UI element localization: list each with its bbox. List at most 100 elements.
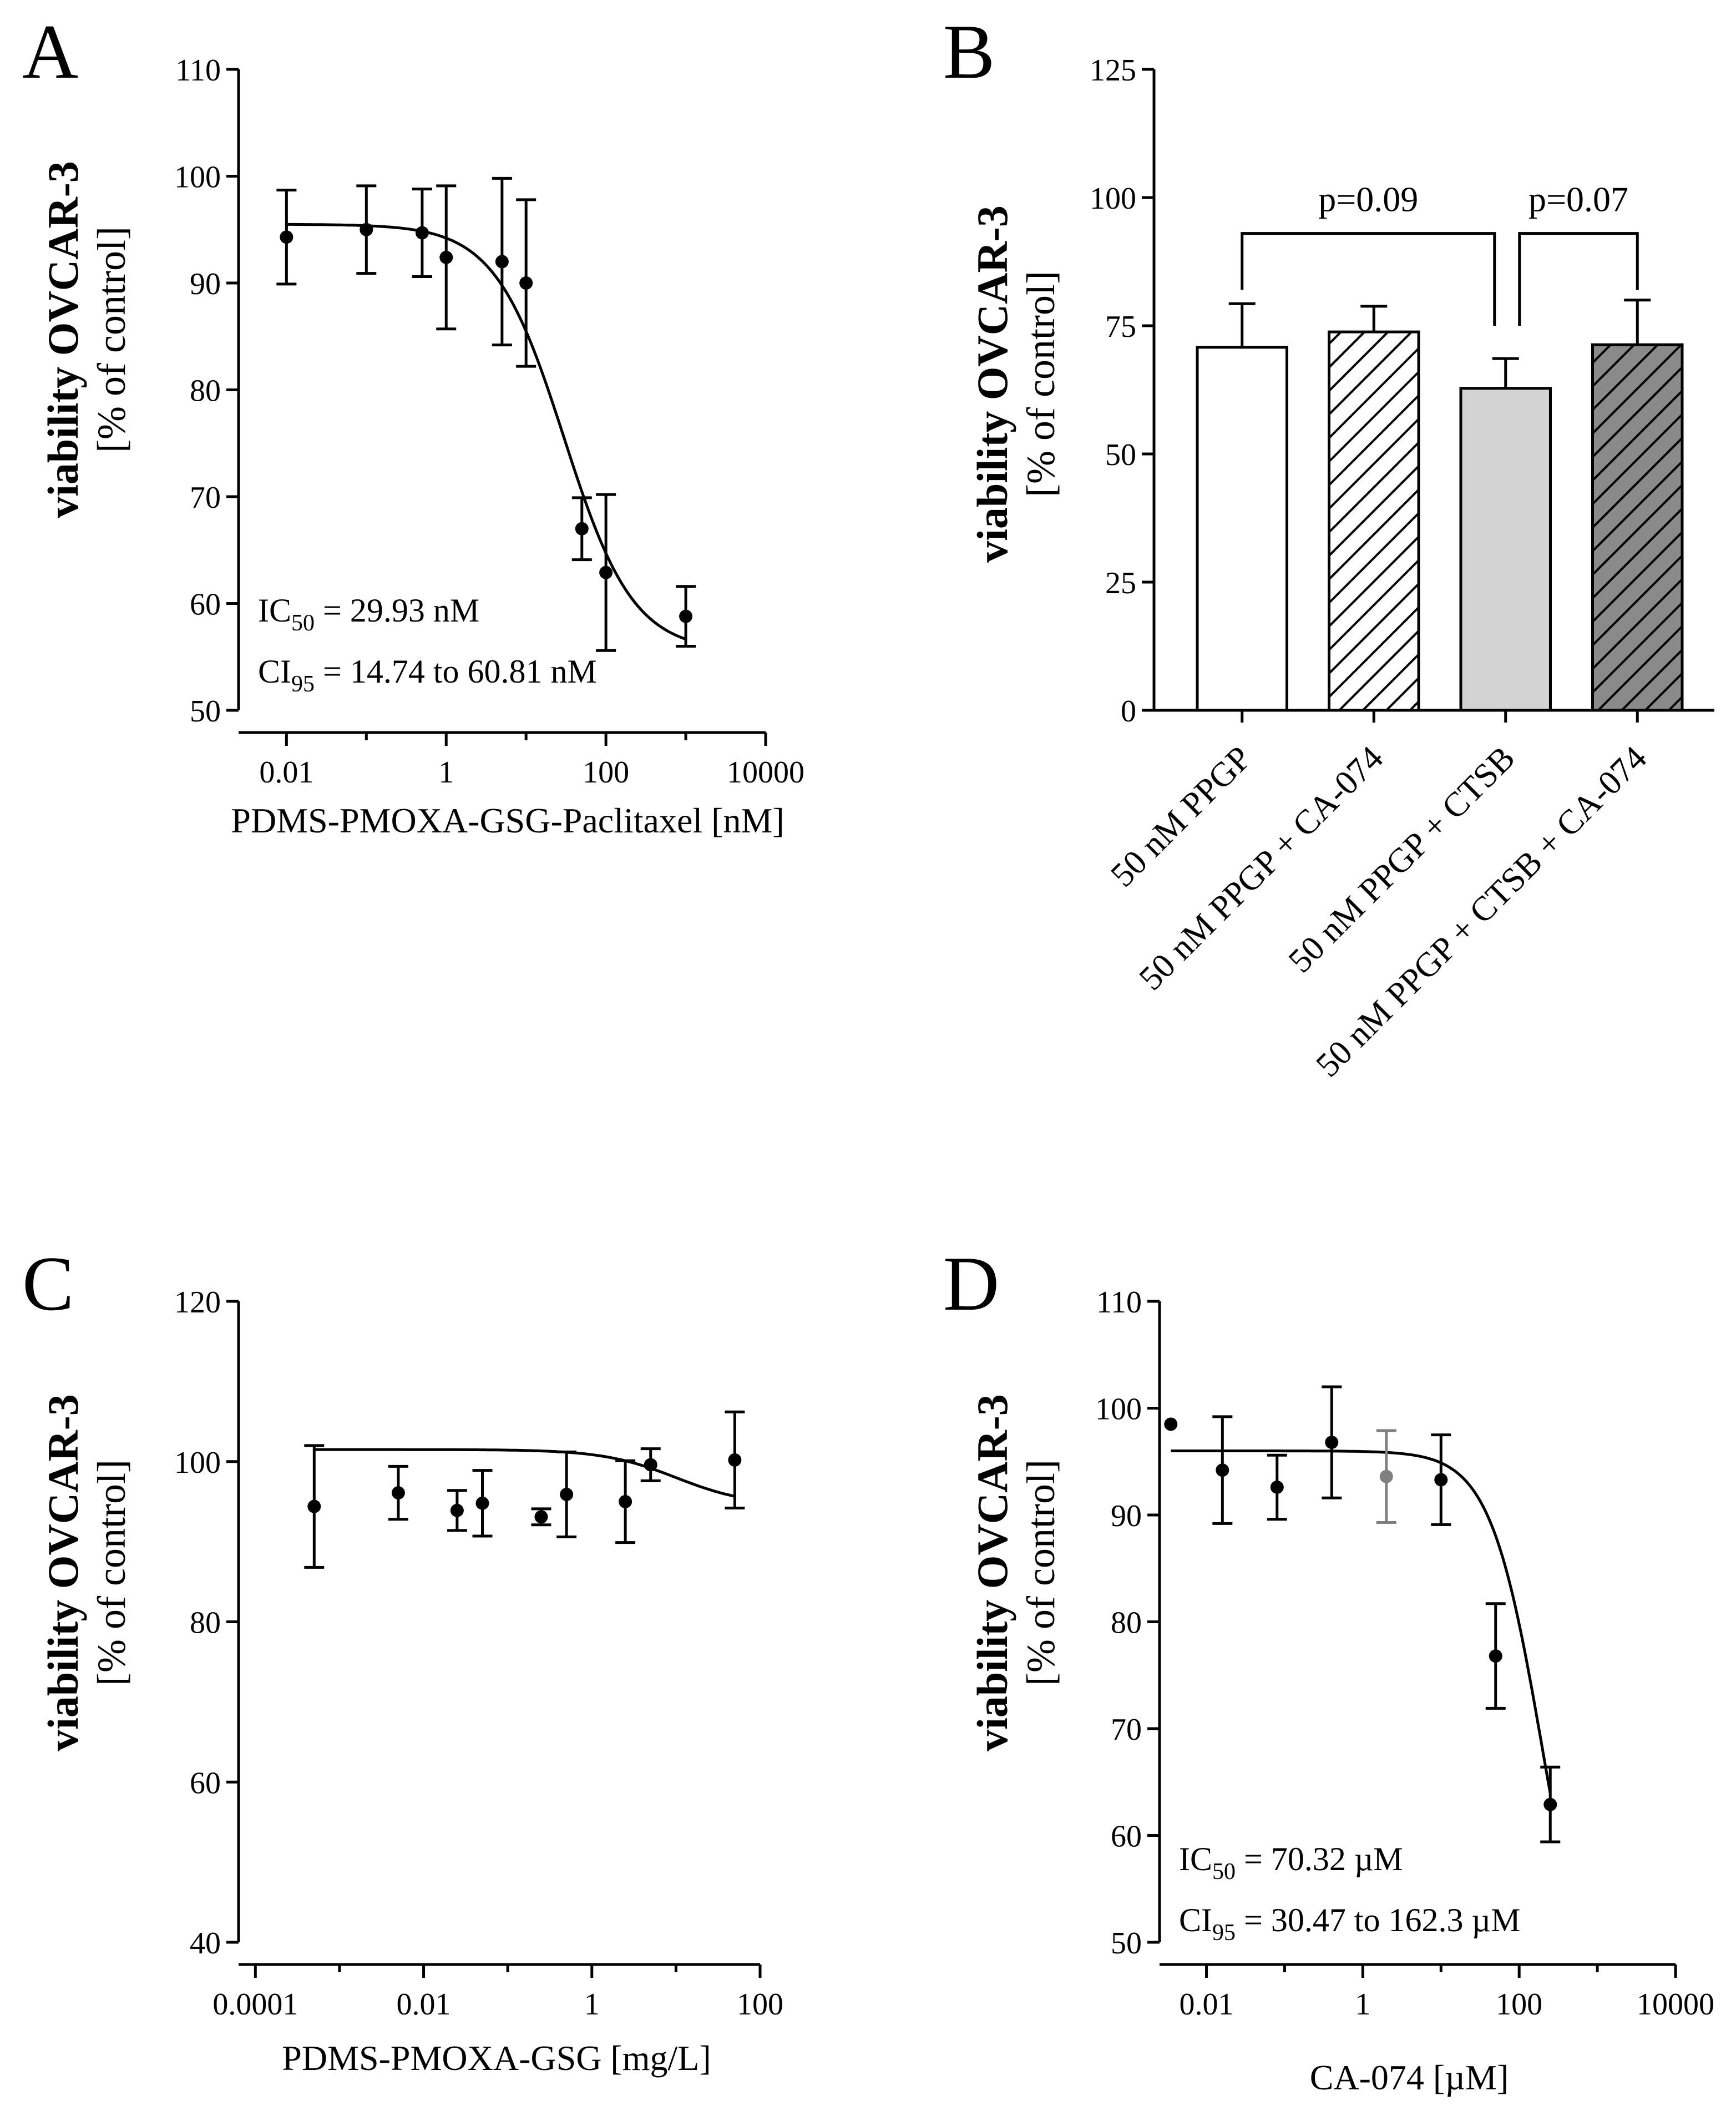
panel-b-y-tick-label: 125 [1090,53,1136,88]
panel-b-p-value: p=0.09 [1318,180,1418,219]
panel-a-y-tick-label: 90 [190,267,221,301]
panel-d-data-point [1270,1480,1284,1494]
panel-a-annotation-value: = 14.74 to 60.81 nM [315,653,597,690]
panel-b-bar [1328,330,1420,712]
panel-a-annotation-value: = 29.93 nM [315,592,479,629]
panel-c: C viability OVCAR-3 [% of control] 40 60 8… [22,1241,783,2078]
panel-a-y-tick-label: 70 [190,481,221,515]
panel-a-data-point [415,226,429,240]
panel-a-annotation-subscript: 50 [291,610,315,636]
panel-d-y-label-group: viability OVCAR-3 [968,1394,1016,1751]
panel-c-data-point [450,1503,464,1517]
panel-a-data-point [495,255,509,269]
panel-d-x-tick-label: 100 [1496,1987,1542,2022]
panel-a-annotation-subscript: 95 [291,671,315,697]
panel-b: B viability OVCAR-3 [% of control] 0 25 50… [943,9,1714,1084]
panel-c-data-point [560,1487,574,1501]
panel-d-fit-curve [1171,1450,1552,1794]
panel-d-data-point [1325,1436,1339,1450]
panel-d-annotation: IC50 = 70.32 µM [1179,1841,1403,1885]
panel-a-data-point [519,276,533,290]
panel-b-y-tick-label: 25 [1105,566,1136,600]
panel-c-data-point [307,1499,321,1513]
panel-d-annotation-value: = 70.32 µM [1236,1841,1403,1877]
panel-a-data-point [679,609,693,623]
panel-b-y-tick-label: 75 [1105,310,1136,344]
panel-d-y-tick-label: 80 [1111,1606,1142,1640]
panel-c-x-tick-label: 100 [737,1987,783,2022]
panel-d-y-label-bold: viability OVCAR-3 [968,1394,1016,1751]
panel-a-annotation: CI95 = 14.74 to 60.81 nM [258,653,597,697]
panel-d-y-tick-label: 50 [1111,1926,1142,1961]
panel-c-y-label-bold: viability OVCAR-3 [39,1394,87,1751]
panel-d-data-point [1379,1469,1393,1483]
panel-a-y-tick-label: 80 [190,374,221,408]
panel-a-data-point [439,250,453,264]
panel-a-data-point [599,565,613,579]
panel-d-y-tick-label: 110 [1096,1285,1142,1320]
panel-c-y-label-unit-group: [% of control] [89,1459,134,1686]
panel-d: D viability OVCAR-3 [% of control] 50 60 7… [943,1241,1714,2097]
panel-c-y-label-group: viability OVCAR-3 [39,1394,87,1751]
panel-c-data-point [475,1496,489,1510]
panel-d-x-tick-label: 1 [1355,1987,1370,2022]
panel-d-y-label-unit: [% of control] [1019,1459,1063,1686]
panel-d-y-tick-label: 100 [1095,1392,1142,1427]
panel-a-y-label: viability OVCAR-3 [39,161,87,518]
panel-c-y-tick-label: 80 [190,1606,221,1640]
panel-b-y-tick-label: 50 [1105,438,1136,472]
panel-d-y-tick-label: 90 [1111,1499,1142,1533]
panel-c-y-tick-label: 120 [174,1285,221,1320]
panel-b-comparison-bracket [1518,232,1639,326]
panel-b-bar [1196,346,1288,712]
panel-b-y-label-bold: viability OVCAR-3 [968,205,1016,563]
panel-c-data-point [534,1510,548,1524]
panel-d-data-point [1489,1649,1502,1663]
panel-a-y-tick-label: 60 [190,588,221,622]
panel-b-y-label-unit-group: [% of control] [1019,271,1063,497]
panel-b-y-tick-label: 0 [1121,694,1136,729]
panel-c-data-point [391,1486,405,1500]
panel-a-y-label-unit: [% of control] [89,226,134,453]
panel-a-fit-curve [286,223,686,641]
panel-c-y-tick-label: 60 [190,1766,221,1800]
panel-a-y-label-unit-group: [% of control] [89,226,134,453]
panel-a-y-label-bold: viability OVCAR-3 [39,161,87,518]
panel-c-x-tick-label: 0.0001 [212,1987,298,2022]
panel-a-data-point [575,522,589,536]
panel-d-x-tick-label: 0.01 [1180,1987,1234,2022]
panel-c-data-point [728,1453,742,1467]
panel-c-fit-curve [314,1448,735,1498]
panel-a-y-tick-label: 50 [190,694,221,729]
panel-d-annotation: CI95 = 30.47 to 162.3 µM [1179,1902,1520,1946]
panel-d-y-tick-label: 70 [1111,1713,1142,1747]
panel-b-bar [1459,387,1552,712]
panel-a-x-tick-label: 1 [438,755,454,790]
panel-d-annotation-subscript: 95 [1212,1920,1236,1946]
panel-a-y-tick-label: 110 [175,53,221,88]
panel-b-y-label-group: viability OVCAR-3 [968,205,1016,563]
panel-c-plot: 40 60 80 100 120 0.0001 0.01 1 100 [174,1285,783,2022]
panel-d-y-label-unit-group: [% of control] [1019,1459,1063,1686]
panel-d-annotation-subscript: 50 [1212,1859,1236,1885]
panel-a-y-tick-label: 100 [174,160,221,195]
panel-d-annotation-main: CI [1179,1902,1212,1938]
panel-d-annotation-main: IC [1179,1841,1212,1877]
panel-a-annotation-main: IC [258,592,291,629]
panel-a-x-tick-label: 100 [583,755,629,790]
panel-b-p-value: p=0.07 [1529,180,1628,219]
panel-a: A viability OVCAR-3 [% of control] 50 60 7… [22,9,804,840]
panel-c-y-tick-label: 100 [174,1446,221,1480]
panel-d-data-point [1543,1797,1557,1811]
panel-c-x-label: PDMS-PMOXA-GSG [mg/L] [282,2038,711,2078]
panel-d-data-point [1216,1463,1229,1477]
panel-d-y-tick-label: 60 [1111,1820,1142,1854]
panel-c-y-tick-label: 40 [190,1926,221,1961]
panel-b-category-label: 50 nM PPGP + CA-074 [1132,739,1390,998]
panel-b-category-label: 50 nM PPGP + CTSB [1281,739,1522,980]
panel-a-x-tick-label: 10000 [727,755,804,790]
panel-d-annotation-value: = 30.47 to 162.3 µM [1236,1902,1520,1938]
panel-c-y-label-unit: [% of control] [89,1459,134,1686]
